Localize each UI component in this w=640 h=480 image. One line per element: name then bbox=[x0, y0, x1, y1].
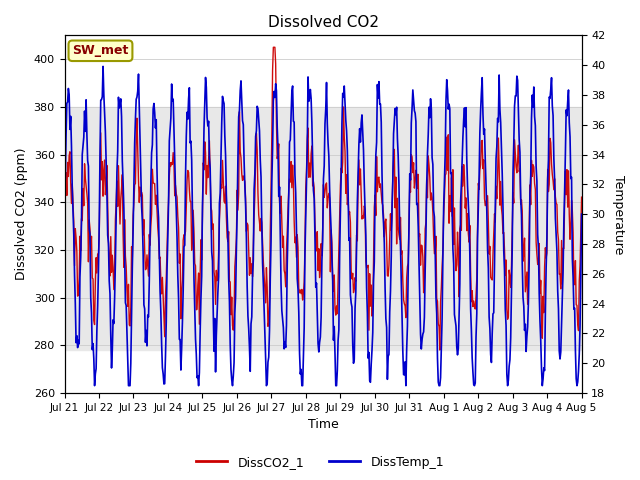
Legend: DissCO2_1, DissTemp_1: DissCO2_1, DissTemp_1 bbox=[191, 451, 449, 474]
Y-axis label: Temperature: Temperature bbox=[612, 175, 625, 254]
Bar bbox=[65, 107, 582, 350]
Text: SW_met: SW_met bbox=[72, 44, 129, 57]
X-axis label: Time: Time bbox=[308, 419, 339, 432]
Title: Dissolved CO2: Dissolved CO2 bbox=[268, 15, 378, 30]
Y-axis label: Dissolved CO2 (ppm): Dissolved CO2 (ppm) bbox=[15, 148, 28, 280]
